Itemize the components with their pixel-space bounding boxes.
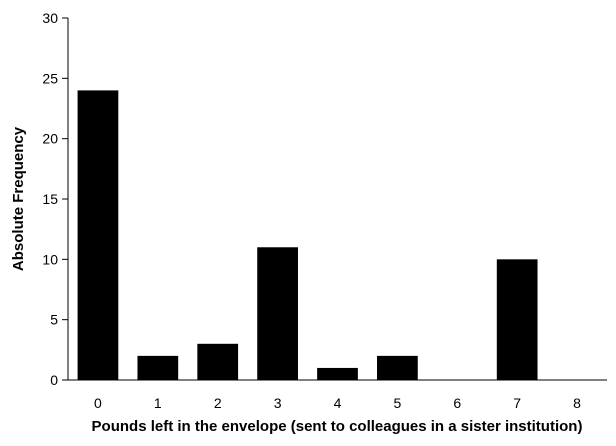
bar-0 bbox=[77, 90, 119, 381]
x-tick-label: 5 bbox=[393, 395, 401, 411]
bar-3 bbox=[257, 247, 298, 380]
x-tick-label: 3 bbox=[274, 395, 282, 411]
bar-1 bbox=[137, 355, 179, 380]
x-tick-label: 8 bbox=[573, 395, 581, 411]
x-tick-label: 1 bbox=[154, 395, 162, 411]
y-tick-label: 10 bbox=[42, 251, 58, 267]
x-tick-label: 7 bbox=[513, 395, 521, 411]
y-tick-label: 5 bbox=[50, 312, 58, 328]
y-tick-label: 25 bbox=[42, 70, 58, 86]
bars bbox=[77, 90, 538, 381]
bar-5 bbox=[377, 355, 418, 380]
y-tick-label: 20 bbox=[42, 131, 58, 147]
y-axis-ticks: 0 5 10 15 20 25 30 bbox=[42, 10, 68, 388]
bar-2 bbox=[197, 343, 239, 380]
x-tick-label: 6 bbox=[453, 395, 461, 411]
y-tick-label: 0 bbox=[50, 372, 58, 388]
x-tick-label: 2 bbox=[214, 395, 222, 411]
bar-4 bbox=[317, 367, 358, 380]
x-axis-ticks: 0 1 2 3 4 5 6 7 8 bbox=[94, 395, 581, 411]
bar-7 bbox=[496, 259, 538, 380]
x-axis-title: Pounds left in the envelope (sent to col… bbox=[92, 418, 583, 435]
y-axis-title: Absolute Frequency bbox=[10, 126, 27, 271]
y-tick-label: 30 bbox=[42, 10, 58, 26]
y-tick-label: 15 bbox=[42, 191, 58, 207]
x-tick-label: 0 bbox=[94, 395, 102, 411]
x-tick-label: 4 bbox=[334, 395, 342, 411]
